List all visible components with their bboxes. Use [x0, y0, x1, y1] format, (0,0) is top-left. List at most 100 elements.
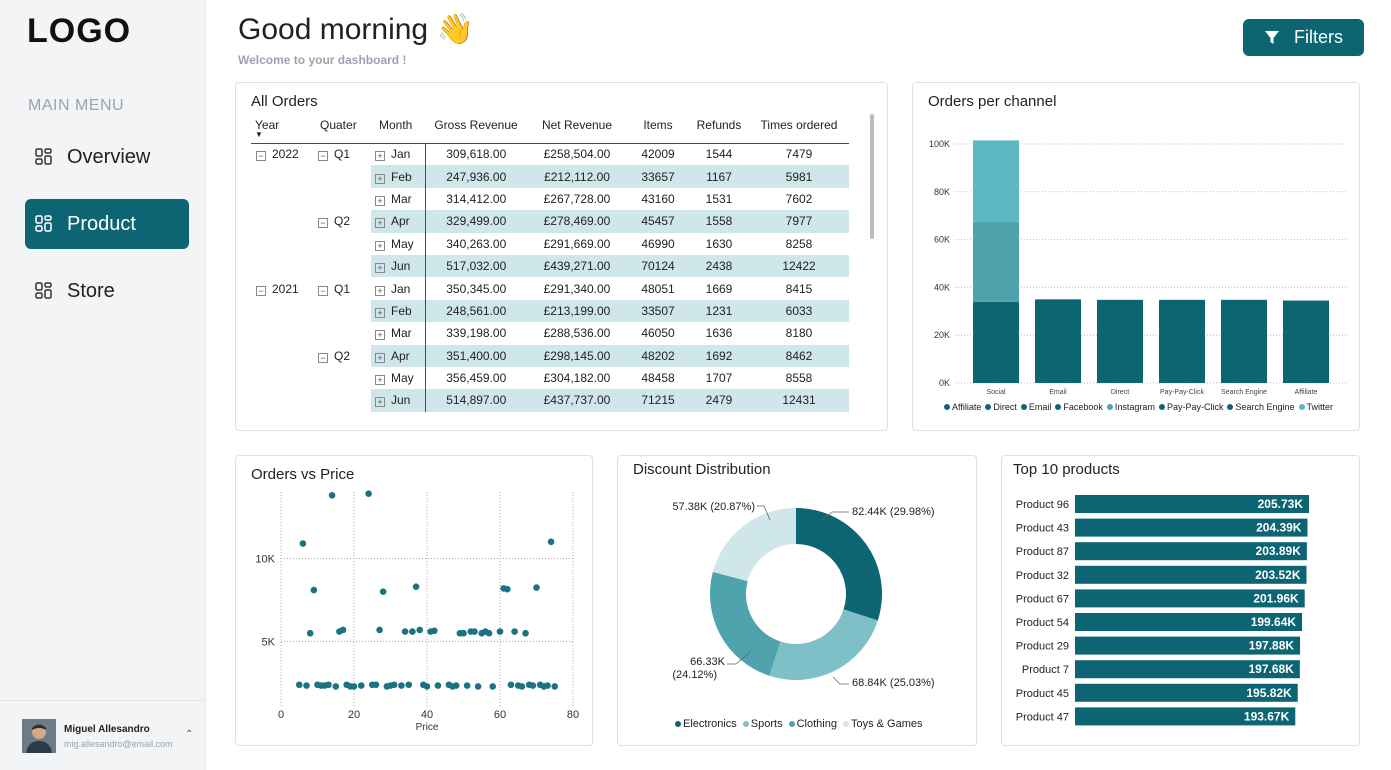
scatter-point[interactable]: [398, 682, 405, 689]
bar[interactable]: [1075, 518, 1308, 537]
scatter-point[interactable]: [496, 628, 504, 635]
sidebar-item-store[interactable]: Store: [25, 266, 189, 316]
bar[interactable]: [1075, 707, 1296, 726]
sidebar-item-overview[interactable]: Overview: [25, 132, 189, 182]
scatter-point[interactable]: [306, 629, 314, 637]
table-row[interactable]: + May 356,459.00 £304,182.00 48458 1707 8558: [251, 366, 849, 390]
chevron-up-down-icon[interactable]: ⌃: [185, 729, 194, 740]
pie-slice[interactable]: [769, 609, 878, 680]
collapse-icon[interactable]: −: [256, 151, 266, 162]
bar[interactable]: [1075, 565, 1307, 584]
col-header-year[interactable]: Year ▼: [251, 113, 313, 143]
bar[interactable]: [1075, 613, 1303, 631]
expand-icon[interactable]: +: [375, 397, 385, 408]
scatter-point[interactable]: [405, 681, 413, 689]
expand-icon[interactable]: +: [375, 173, 385, 184]
table-row[interactable]: + Jun 514,897.00 £437,737.00 71215 2479 12431: [251, 389, 849, 412]
legend-item[interactable]: Twitter: [1298, 402, 1333, 412]
bar[interactable]: [1075, 683, 1298, 702]
legend-item[interactable]: Clothing: [788, 718, 837, 730]
scatter-point[interactable]: [522, 629, 529, 637]
scatter-point[interactable]: [529, 682, 537, 689]
expand-icon[interactable]: +: [375, 375, 385, 386]
expand-icon[interactable]: +: [375, 263, 385, 274]
table-scrollbar[interactable]: [870, 114, 874, 239]
legend-item[interactable]: Search Engine: [1227, 402, 1295, 412]
table-row[interactable]: + Mar 339,198.00 £288,536.00 46050 1636 8180: [251, 322, 849, 345]
table-row[interactable]: − Q2 + Apr 351,400.00 £298,145.00 48202 1692 846…: [251, 344, 849, 367]
scatter-point[interactable]: [328, 492, 336, 499]
scatter-point[interactable]: [463, 682, 471, 689]
col-header-month[interactable]: Month: [379, 118, 413, 132]
scatter-point[interactable]: [518, 683, 526, 690]
legend-item[interactable]: Affiliate: [944, 402, 981, 412]
expand-icon[interactable]: +: [375, 285, 385, 296]
col-header-gross-revenue[interactable]: Gross Revenue: [434, 118, 518, 132]
table-row[interactable]: + Mar 314,412.00 £267,728.00 43160 1531 7602: [251, 187, 849, 211]
scatter-point[interactable]: [416, 626, 423, 634]
table-row[interactable]: + Feb 247,936.00 £212,112.00 33657 1167 5981: [251, 165, 849, 188]
expand-icon[interactable]: +: [375, 330, 385, 341]
scatter-point[interactable]: [507, 681, 515, 689]
bar-twitter[interactable]: [973, 140, 1019, 222]
col-header-refunds[interactable]: Refunds: [696, 118, 742, 132]
scatter-point[interactable]: [365, 490, 372, 497]
pie-slice[interactable]: [710, 571, 781, 676]
table-row[interactable]: + May 340,263.00 £291,669.00 46990 1630 8258: [251, 232, 849, 255]
table-row[interactable]: + Jun 517,032.00 £439,271.00 70124 2438 12422: [251, 254, 849, 278]
collapse-icon[interactable]: −: [318, 352, 328, 363]
legend-item[interactable]: Pay-Pay-Click: [1158, 402, 1223, 412]
bar[interactable]: [1075, 495, 1309, 513]
expand-icon[interactable]: +: [375, 195, 385, 206]
scatter-point[interactable]: [376, 626, 383, 634]
bar-email[interactable]: [1035, 299, 1081, 383]
bar[interactable]: [1075, 589, 1305, 608]
scatter-point[interactable]: [460, 629, 467, 637]
collapse-icon[interactable]: −: [256, 285, 266, 296]
scatter-point[interactable]: [471, 628, 478, 635]
scatter-point[interactable]: [409, 628, 416, 635]
bar-facebook[interactable]: [973, 301, 1019, 383]
table-row[interactable]: −2021− Q1 + Jan 350,345.00 £291,340.00 48051 16…: [251, 277, 849, 300]
pie-slice[interactable]: [796, 508, 882, 621]
scatter-point[interactable]: [339, 626, 347, 634]
scatter-point[interactable]: [310, 586, 318, 594]
col-header-net-revenue[interactable]: Net Revenue: [541, 118, 613, 132]
expand-icon[interactable]: +: [375, 218, 385, 229]
scatter-point[interactable]: [551, 683, 559, 690]
scatter-point[interactable]: [544, 682, 551, 689]
table-row[interactable]: + Feb 248,561.00 £213,199.00 33507 1231 6033: [251, 299, 849, 323]
bar-pay-pay-click[interactable]: [1159, 299, 1205, 383]
legend-item[interactable]: Sports: [742, 718, 783, 730]
legend-item[interactable]: Facebook: [1055, 402, 1103, 412]
scatter-point[interactable]: [474, 683, 482, 690]
collapse-icon[interactable]: −: [318, 151, 328, 162]
legend-item[interactable]: Electronics: [675, 718, 737, 730]
table-row[interactable]: −2022− Q1 + Jan 309,618.00 £258,504.00 42009 15…: [251, 143, 849, 166]
pie-slice[interactable]: [712, 508, 796, 582]
scatter-point[interactable]: [547, 538, 555, 546]
scatter-point[interactable]: [390, 681, 398, 689]
bar[interactable]: [1075, 660, 1300, 679]
bar-instagram[interactable]: [973, 221, 1019, 302]
bar[interactable]: [1075, 542, 1307, 561]
bar-affiliate[interactable]: [1283, 300, 1329, 383]
col-header-quarter[interactable]: Quater: [320, 118, 357, 132]
user-profile[interactable]: Miguel Allesandro mig.allesandro@email.c…: [0, 700, 206, 770]
scatter-point[interactable]: [358, 682, 365, 689]
legend-item[interactable]: Instagram: [1106, 402, 1155, 412]
bar[interactable]: [1075, 636, 1301, 655]
scatter-point[interactable]: [504, 585, 511, 593]
scatter-point[interactable]: [299, 540, 307, 547]
bar-search-engine[interactable]: [1221, 299, 1267, 383]
scatter-point[interactable]: [452, 682, 460, 689]
scatter-point[interactable]: [434, 682, 442, 689]
collapse-icon[interactable]: −: [318, 285, 328, 296]
filters-button[interactable]: Filters: [1243, 19, 1364, 56]
scatter-point[interactable]: [489, 683, 496, 690]
scatter-point[interactable]: [412, 583, 420, 591]
scatter-point[interactable]: [533, 584, 540, 591]
col-header-times-ordered[interactable]: Times ordered: [760, 118, 838, 132]
scatter-point[interactable]: [325, 681, 332, 689]
scatter-point[interactable]: [431, 627, 438, 635]
